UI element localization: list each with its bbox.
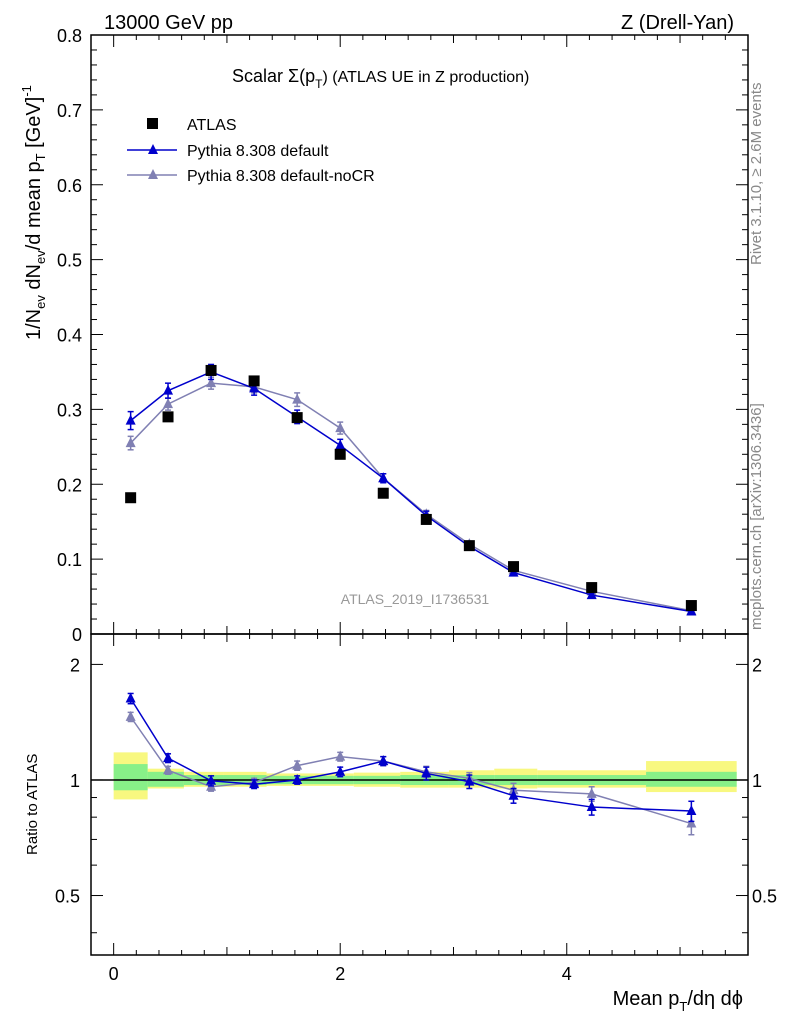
mcplots-label: mcplots.cern.ch [arXiv:1306.3436] (748, 403, 765, 630)
ratio-point-default (292, 773, 303, 784)
main-point-nocr (292, 393, 303, 404)
main-point-atlas (291, 412, 303, 424)
main-point-nocr (125, 437, 136, 448)
ratio-point-default (163, 752, 174, 763)
main-title-sub: T (315, 77, 323, 91)
header-left: 13000 GeV pp (104, 12, 233, 34)
main-panel: 0 0.1 0.2 0.3 0.4 0.5 0.6 0.7 0.8 (57, 26, 749, 645)
ratio-line-nocr (130, 716, 692, 825)
legend-nocr-label: Pythia 8.308 default-noCR (187, 168, 375, 185)
ratio-point-nocr (586, 787, 597, 798)
ratio-point-default (335, 765, 346, 776)
main-y-tick-label: 0.3 (57, 400, 82, 420)
ratio-y-tick-label-right: 1 (752, 771, 762, 791)
ratio-point-nocr (125, 710, 136, 721)
ratio-line-default (130, 698, 692, 812)
ratio-y-tick-label-right: 2 (752, 655, 762, 675)
main-point-atlas (248, 375, 260, 387)
main-line-default (130, 371, 692, 613)
main-point-nocr (335, 422, 346, 433)
ratio-point-default (464, 775, 475, 786)
ratio-point-default (378, 755, 389, 766)
ratio-y-tick-label: 2 (70, 655, 80, 675)
ratio-point-default (125, 692, 136, 703)
x-axis-label-a: Mean p (613, 988, 680, 1010)
legend-default-marker (148, 144, 158, 154)
ratio-point-nocr (292, 759, 303, 770)
main-point-atlas (205, 364, 217, 376)
main-point-default (249, 382, 260, 393)
main-y-tick-label: 0.1 (57, 550, 82, 570)
ratio-point-default (508, 789, 519, 800)
main-y-tick-label: 0.4 (57, 326, 82, 346)
main-y-tick-label: 0 (72, 625, 82, 645)
ratio-point-default (249, 778, 260, 789)
main-point-atlas (377, 487, 389, 499)
x-tick-label: 2 (335, 964, 345, 984)
rivet-label: Rivet 3.1.10, ≥ 2.6M events (748, 83, 765, 266)
ratio-panel: 0 2 4 0.5 0.5 1 1 2 2 (55, 633, 777, 984)
main-point-default (163, 384, 174, 395)
main-point-default (586, 589, 597, 600)
ratio-y-tick-label-right: 0.5 (752, 887, 777, 907)
main-title: Scalar Σ(pT) (ATLAS UE in Z production) (232, 66, 529, 91)
main-y-tick-label: 0.5 (57, 251, 82, 271)
main-point-atlas (508, 561, 520, 573)
main-y-tick-label: 0.7 (57, 101, 82, 121)
header-right: Z (Drell-Yan) (621, 12, 734, 34)
ratio-y-tick-label: 1 (70, 771, 80, 791)
main-y-tick-label: 0.2 (57, 475, 82, 495)
main-point-atlas (162, 411, 174, 423)
legend-default-label: Pythia 8.308 default (187, 143, 329, 160)
main-line-nocr (130, 382, 692, 612)
y-axis-label-main: 1/Nev dNev/d mean pT [GeV]-1 (19, 85, 48, 340)
main-point-default (378, 472, 389, 483)
main-point-atlas (685, 600, 697, 612)
main-y-tick-label: 0.8 (57, 26, 82, 46)
band-inner-0 (113, 764, 148, 791)
x-axis-label-b: /dη dϕ (687, 988, 743, 1010)
main-point-default (335, 439, 346, 450)
ratio-point-default (686, 805, 697, 816)
main-point-default (125, 414, 136, 425)
watermark: ATLAS_2019_I1736531 (341, 591, 490, 607)
legend-atlas-marker (147, 118, 158, 129)
x-axis-label-sub: T (679, 999, 687, 1014)
main-point-atlas (334, 448, 346, 460)
main-point-nocr (206, 377, 217, 388)
legend-nocr-marker (148, 169, 158, 179)
ratio-point-nocr (686, 817, 697, 828)
ratio-y-tick-label: 0.5 (55, 887, 80, 907)
ratio-point-nocr (335, 750, 346, 761)
ratio-point-nocr (163, 764, 174, 775)
x-tick-label: 4 (562, 964, 572, 984)
legend: ATLAS Pythia 8.308 default Pythia 8.308 … (127, 117, 375, 185)
main-point-atlas (463, 540, 475, 552)
ratio-point-default (421, 767, 432, 778)
main-title-prefix: Scalar Σ(p (232, 66, 315, 86)
y-axis-label-ratio: Ratio to ATLAS (24, 754, 41, 855)
ratio-point-default (586, 801, 597, 812)
main-point-atlas (420, 513, 432, 525)
main-y-tick-label: 0.6 (57, 176, 82, 196)
legend-atlas-label: ATLAS (187, 117, 237, 134)
ratio-point-default (206, 774, 217, 785)
ratio-frame-box (90, 633, 749, 956)
main-point-atlas (586, 582, 598, 594)
main-title-suffix: ) (ATLAS UE in Z production) (323, 69, 530, 86)
x-tick-label: 0 (109, 964, 119, 984)
x-axis-label: Mean pT/dη dϕ (613, 988, 743, 1014)
main-point-atlas (125, 492, 137, 504)
main-point-nocr (163, 398, 174, 409)
